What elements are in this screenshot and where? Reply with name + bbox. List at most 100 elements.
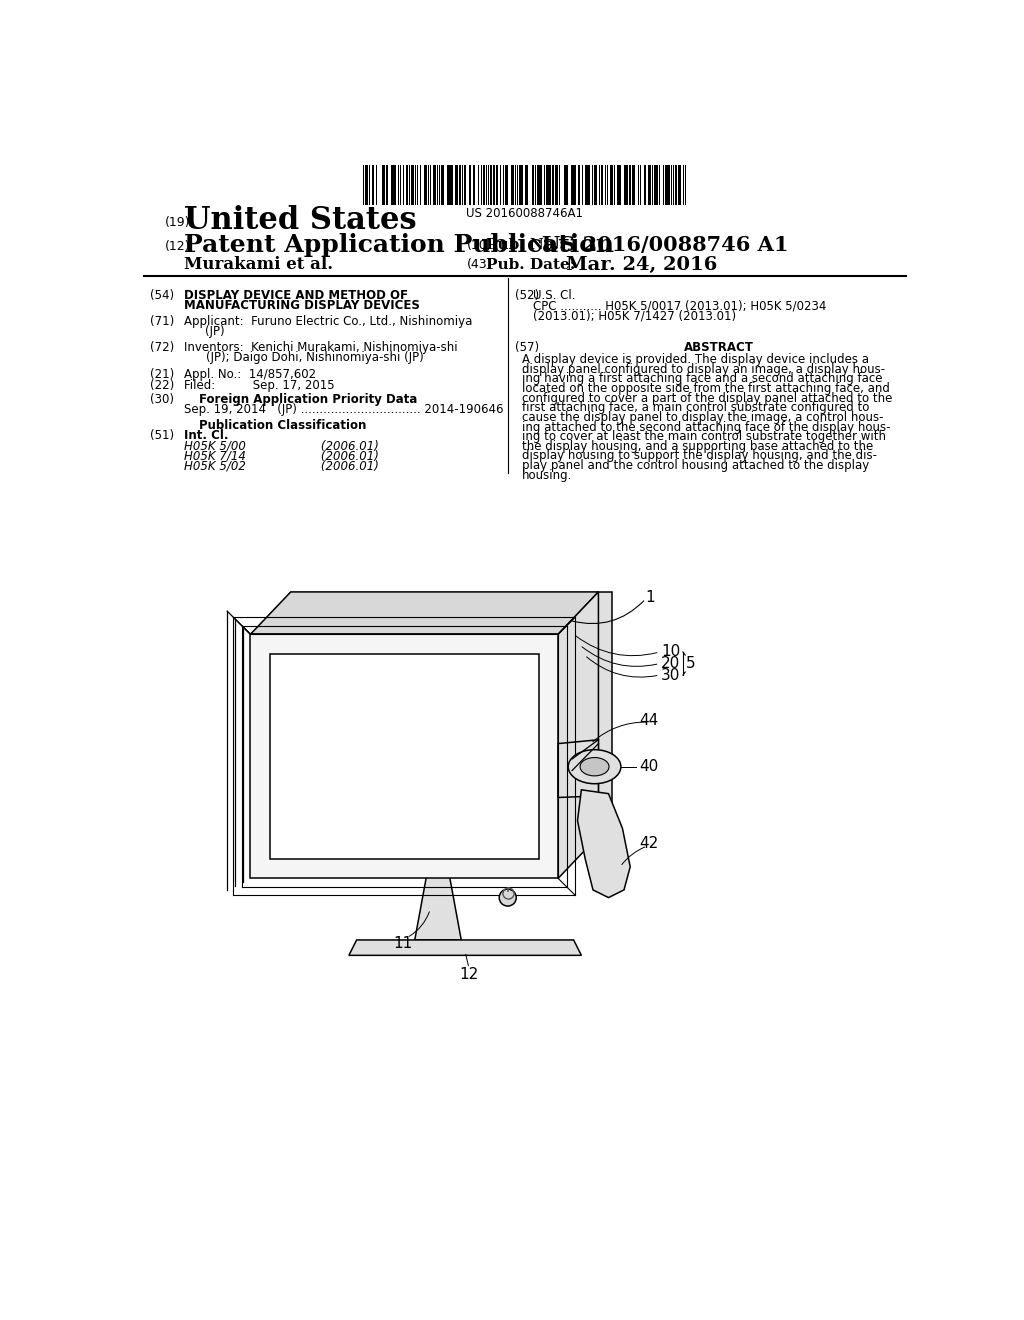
Text: Patent Application Publication: Patent Application Publication — [183, 234, 614, 257]
Polygon shape — [558, 739, 598, 797]
Text: H05K 5/00                    (2006.01): H05K 5/00 (2006.01) — [183, 440, 379, 453]
Text: Publication Classification: Publication Classification — [200, 418, 367, 432]
Text: (52): (52) — [515, 289, 540, 302]
Bar — [563, 165, 566, 205]
Text: Applicant:  Furuno Electric Co., Ltd., Nishinomiya: Applicant: Furuno Electric Co., Ltd., Ni… — [183, 315, 472, 329]
Bar — [506, 165, 508, 205]
Bar — [559, 165, 560, 205]
Polygon shape — [578, 789, 630, 898]
Bar — [620, 165, 621, 205]
Bar — [648, 165, 649, 205]
Text: 1: 1 — [646, 590, 655, 605]
Bar — [489, 165, 493, 205]
Bar — [665, 165, 667, 205]
Text: (54): (54) — [150, 289, 174, 302]
Bar — [586, 165, 588, 205]
Polygon shape — [349, 940, 582, 956]
Text: (JP): (JP) — [206, 326, 225, 338]
Text: ing attached to the second attaching face of the display hous-: ing attached to the second attaching fac… — [521, 421, 890, 433]
Text: 11: 11 — [393, 936, 413, 952]
Text: (30): (30) — [150, 393, 174, 407]
Text: Sep. 19, 2014   (JP) ................................ 2014-190646: Sep. 19, 2014 (JP) .....................… — [183, 404, 504, 416]
Bar — [493, 165, 495, 205]
Bar — [407, 165, 408, 205]
Bar — [483, 165, 484, 205]
Bar — [519, 165, 521, 205]
Text: first attaching face, a main control substrate configured to: first attaching face, a main control sub… — [521, 401, 869, 414]
Text: (10): (10) — [467, 239, 493, 252]
Bar — [366, 165, 369, 205]
Polygon shape — [415, 876, 461, 940]
Text: Appl. No.:  14/857,602: Appl. No.: 14/857,602 — [183, 368, 316, 381]
Bar — [675, 165, 678, 205]
Text: the display housing, and a supporting base attached to the: the display housing, and a supporting ba… — [521, 440, 872, 453]
Bar — [654, 165, 656, 205]
Bar — [668, 165, 670, 205]
Text: play panel and the control housing attached to the display: play panel and the control housing attac… — [521, 459, 869, 473]
Bar — [574, 165, 575, 205]
Text: US 2016/0088746 A1: US 2016/0088746 A1 — [542, 235, 788, 255]
Text: Foreign Application Priority Data: Foreign Application Priority Data — [200, 393, 418, 407]
Polygon shape — [558, 591, 598, 878]
Bar — [624, 165, 626, 205]
Bar — [455, 165, 457, 205]
Text: (51): (51) — [150, 429, 174, 442]
Bar — [372, 165, 374, 205]
Bar — [547, 165, 550, 205]
Polygon shape — [251, 591, 598, 635]
Bar — [589, 165, 590, 205]
Bar — [555, 165, 557, 205]
Bar — [601, 165, 603, 205]
Bar — [617, 165, 618, 205]
Bar — [512, 165, 514, 205]
Polygon shape — [270, 653, 539, 859]
Text: H05K 7/14                    (2006.01): H05K 7/14 (2006.01) — [183, 449, 379, 462]
Ellipse shape — [568, 750, 621, 784]
Text: display housing to support the display housing, and the dis-: display housing to support the display h… — [521, 449, 877, 462]
Bar — [579, 165, 580, 205]
Text: 42: 42 — [640, 836, 658, 851]
Text: A display device is provided. The display device includes a: A display device is provided. The displa… — [521, 354, 868, 366]
Text: (72): (72) — [150, 341, 174, 354]
Text: (12): (12) — [165, 240, 190, 252]
Bar — [538, 165, 540, 205]
Text: (2013.01); H05K 7/1427 (2013.01): (2013.01); H05K 7/1427 (2013.01) — [532, 309, 735, 322]
Bar — [531, 165, 535, 205]
Circle shape — [500, 890, 516, 906]
Bar — [409, 165, 410, 205]
Text: 12: 12 — [460, 968, 478, 982]
Bar — [595, 165, 597, 205]
Bar — [469, 165, 471, 205]
Bar — [614, 165, 615, 205]
Text: (57): (57) — [515, 341, 540, 354]
Bar — [632, 165, 635, 205]
Bar — [541, 165, 542, 205]
Text: Pub. Date:: Pub. Date: — [486, 257, 575, 272]
Bar — [392, 165, 394, 205]
Text: DISPLAY DEVICE AND METHOD OF: DISPLAY DEVICE AND METHOD OF — [183, 289, 408, 302]
Bar — [663, 165, 665, 205]
Text: CPC ........... H05K 5/0017 (2013.01); H05K 5/0234: CPC ........... H05K 5/0017 (2013.01); H… — [532, 300, 826, 313]
Text: 20: 20 — [662, 656, 681, 671]
Bar — [451, 165, 453, 205]
Text: MANUFACTURING DISPLAY DEVICES: MANUFACTURING DISPLAY DEVICES — [183, 300, 420, 313]
Bar — [627, 165, 628, 205]
Bar — [678, 165, 681, 205]
Bar — [496, 165, 499, 205]
Bar — [464, 165, 466, 205]
Text: (43): (43) — [467, 259, 493, 271]
Bar — [438, 165, 440, 205]
Bar — [447, 165, 450, 205]
Text: housing.: housing. — [521, 469, 572, 482]
Text: ing to cover at least the main control substrate together with: ing to cover at least the main control s… — [521, 430, 886, 444]
Text: (21): (21) — [150, 368, 174, 381]
Text: US 20160088746A1: US 20160088746A1 — [466, 206, 584, 219]
Text: located on the opposite side from the first attaching face, and: located on the opposite side from the fi… — [521, 381, 890, 395]
Text: Pub. No.:: Pub. No.: — [486, 239, 564, 252]
Bar — [441, 165, 444, 205]
Bar — [473, 165, 475, 205]
Bar — [610, 165, 613, 205]
Text: United States: United States — [183, 205, 417, 235]
Text: configured to cover a part of the display panel attached to the: configured to cover a part of the displa… — [521, 392, 892, 405]
Text: Filed:          Sep. 17, 2015: Filed: Sep. 17, 2015 — [183, 379, 335, 392]
